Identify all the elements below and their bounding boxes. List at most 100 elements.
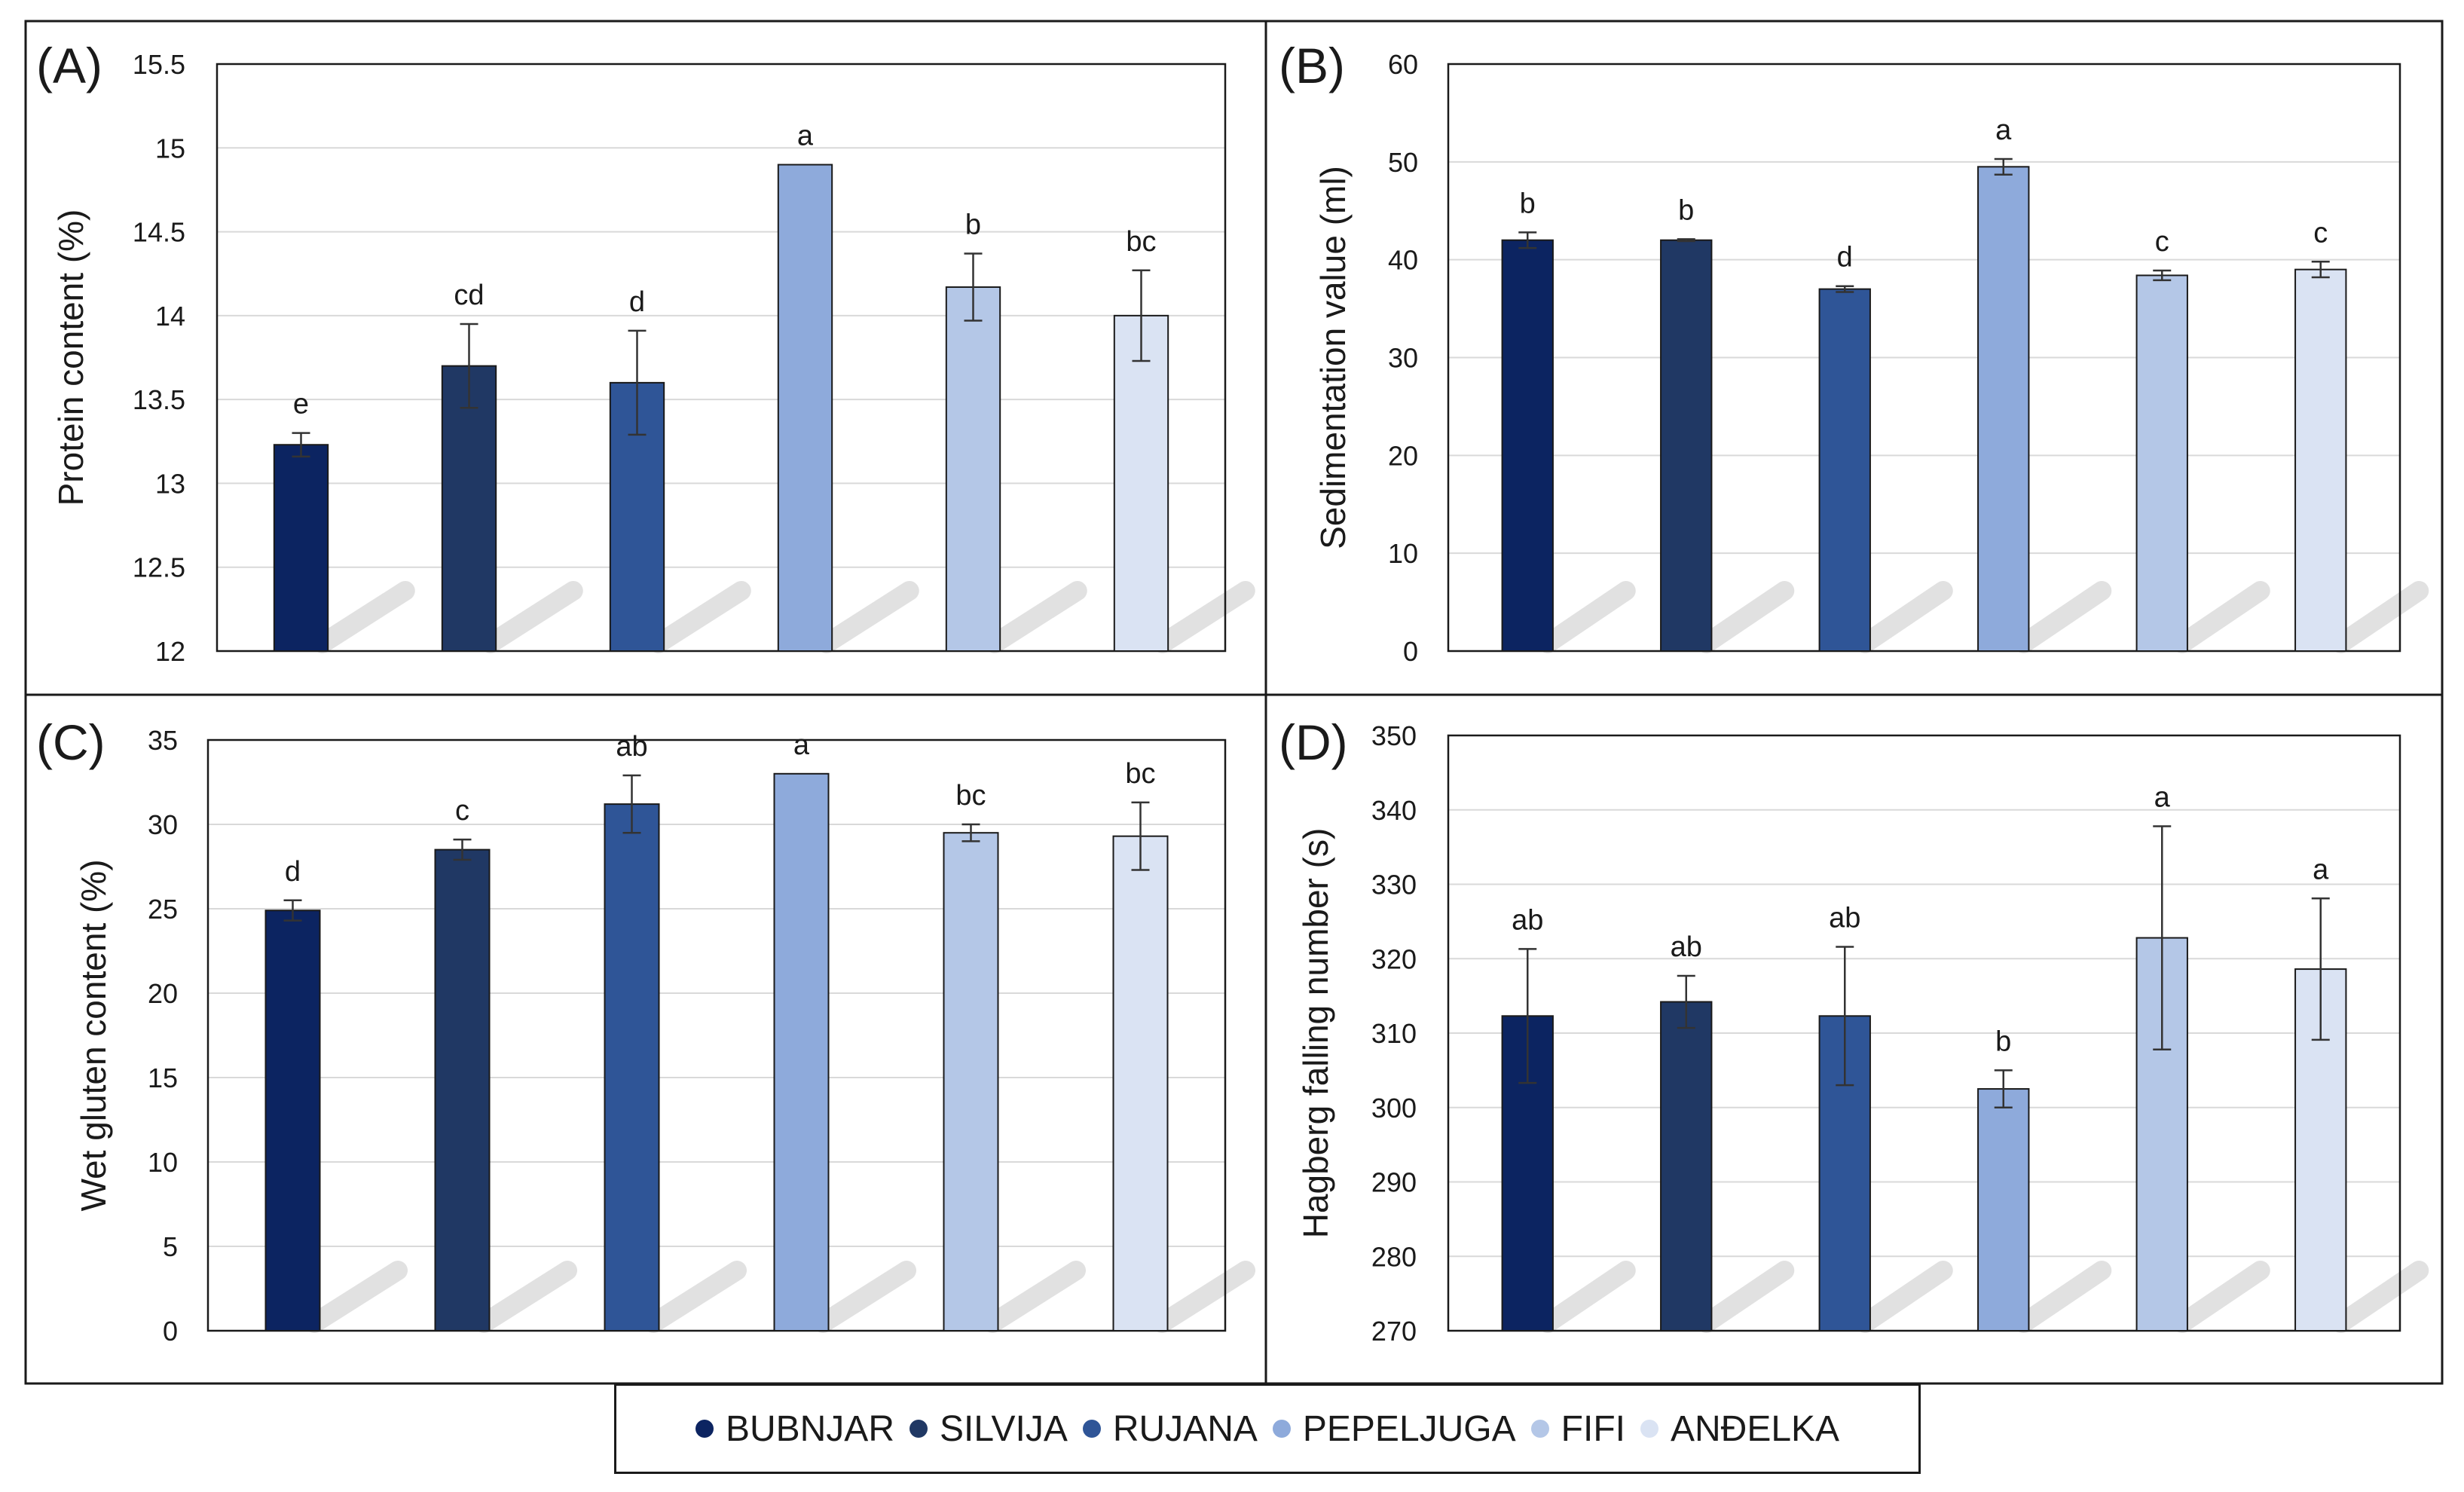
significance-letter: c (455, 795, 469, 827)
y-axis-title: Protein content (%) (51, 209, 90, 506)
shadow-streak (1696, 1261, 1795, 1333)
shadow-streak (813, 1261, 916, 1333)
legend-item: RUJANA (1082, 1408, 1258, 1450)
bar-pepeljuga (1977, 1088, 2030, 1331)
legend-label: PEPELJUGA (1302, 1408, 1516, 1449)
shadow-streak (985, 581, 1087, 653)
bar-anđelka (1112, 835, 1169, 1332)
significance-letter: d (285, 856, 301, 888)
significance-letter: c (2155, 226, 2169, 258)
y-tick-label: 12.5 (133, 552, 185, 583)
bar-fifi (2135, 274, 2188, 652)
significance-letter: ab (616, 731, 647, 763)
shadow-streak (1855, 581, 1953, 653)
y-tick-label: 15 (148, 1062, 178, 1093)
significance-letter: bc (955, 780, 986, 812)
shadow-streak (304, 1261, 408, 1333)
shadow-streak (481, 581, 583, 653)
chart-panel-1: (A) Protein content (%) 12 12.5 13 13.5 14 14.5… (36, 38, 1255, 667)
legend-marker (909, 1420, 928, 1438)
significance-letter: d (629, 286, 645, 318)
bar-silvija (1660, 1001, 1713, 1332)
panel-label: (B) (1279, 38, 1345, 93)
shadow-streak (2013, 1261, 2112, 1333)
bar-pepeljuga (773, 772, 830, 1332)
y-tick-label: 10 (148, 1147, 178, 1178)
y-tick-label: 300 (1371, 1093, 1417, 1124)
legend-label: ANĐELKA (1670, 1408, 1840, 1449)
bar-bubnjar (273, 444, 329, 652)
y-tick-label: 35 (148, 725, 178, 756)
shadow-streak (1152, 1261, 1255, 1333)
significance-letter: bc (1126, 226, 1156, 258)
figure-frame (24, 20, 2444, 1385)
shadow-streak (2331, 581, 2429, 653)
significance-letter: a (1995, 115, 2012, 146)
y-tick-label: 340 (1371, 795, 1417, 826)
shadow-streak (1855, 1261, 1953, 1333)
legend-item: BUBNJAR (695, 1408, 894, 1450)
shadow-streak (644, 1261, 747, 1333)
significance-letter: ab (1829, 902, 1860, 934)
bar-pepeljuga (777, 164, 833, 653)
y-tick-label: 310 (1371, 1018, 1417, 1049)
shadow-streak (1538, 581, 1636, 653)
legend-label: FIFI (1561, 1408, 1625, 1449)
legend: BUBNJAR SILVIJA RUJANA PEPELJUGA FIFI ANĐELKA (614, 1383, 1921, 1474)
shadow-streak (2013, 581, 2112, 653)
chart-panel-2: (B) Sedimentation value (ml) 0 10 20 30 40 50 60… (1279, 38, 2429, 667)
y-tick-label: 30 (1388, 343, 1418, 374)
bar-fifi (945, 286, 1001, 652)
shadow-streak (2172, 581, 2270, 653)
shadow-streak (1538, 1261, 1636, 1333)
significance-letter: ab (1512, 904, 1543, 936)
y-tick-label: 40 (1388, 245, 1418, 276)
significance-letter: c (2313, 217, 2328, 249)
y-tick-label: 25 (148, 894, 178, 925)
plot-area-border (1447, 734, 2401, 1332)
significance-letter: e (293, 389, 309, 420)
legend-marker (1082, 1420, 1101, 1438)
y-tick-label: 30 (148, 809, 178, 840)
legend-label: RUJANA (1112, 1408, 1258, 1449)
y-tick-label: 60 (1388, 49, 1418, 80)
shadow-streak (1696, 581, 1795, 653)
shadow-streak (1153, 581, 1255, 653)
shadow-streak (649, 581, 751, 653)
significance-letter: ab (1671, 931, 1702, 963)
y-tick-label: 15 (155, 133, 185, 164)
y-tick-label: 5 (163, 1231, 178, 1262)
y-tick-label: 12 (155, 636, 185, 667)
legend-item: PEPELJUGA (1272, 1408, 1516, 1450)
bar-silvija (434, 848, 491, 1331)
shadow-streak (2331, 1261, 2429, 1333)
y-tick-label: 10 (1388, 538, 1418, 569)
bar-rujana (1818, 288, 1871, 652)
legend-marker (1530, 1420, 1549, 1438)
legend-label: SILVIJA (939, 1408, 1068, 1449)
bar-pepeljuga (1977, 166, 2030, 652)
y-tick-label: 13 (155, 468, 185, 499)
legend-item: SILVIJA (909, 1408, 1068, 1450)
significance-letter: b (1520, 188, 1536, 219)
significance-letter: b (1678, 194, 1694, 226)
y-tick-label: 14.5 (133, 217, 185, 248)
shadow-streak (817, 581, 919, 653)
bar-rujana (604, 803, 660, 1331)
significance-letter: cd (454, 280, 484, 311)
shadow-streak (313, 581, 415, 653)
significance-letter: b (965, 209, 981, 241)
shadow-streak (474, 1261, 577, 1333)
y-tick-label: 50 (1388, 147, 1418, 178)
y-tick-label: 14 (155, 301, 185, 332)
legend-item: ANĐELKA (1640, 1408, 1839, 1450)
panel-label: (A) (36, 38, 102, 93)
significance-letter: b (1995, 1026, 2011, 1057)
significance-letter: a (2313, 854, 2329, 885)
y-tick-label: 15.5 (133, 49, 185, 80)
y-tick-label: 13.5 (133, 384, 185, 415)
y-tick-label: 290 (1371, 1167, 1417, 1198)
bar-anđelka (1113, 314, 1169, 652)
chart-panel-4: (D) Hagberg falling number (s) 270 280 290 30… (1279, 714, 2429, 1347)
